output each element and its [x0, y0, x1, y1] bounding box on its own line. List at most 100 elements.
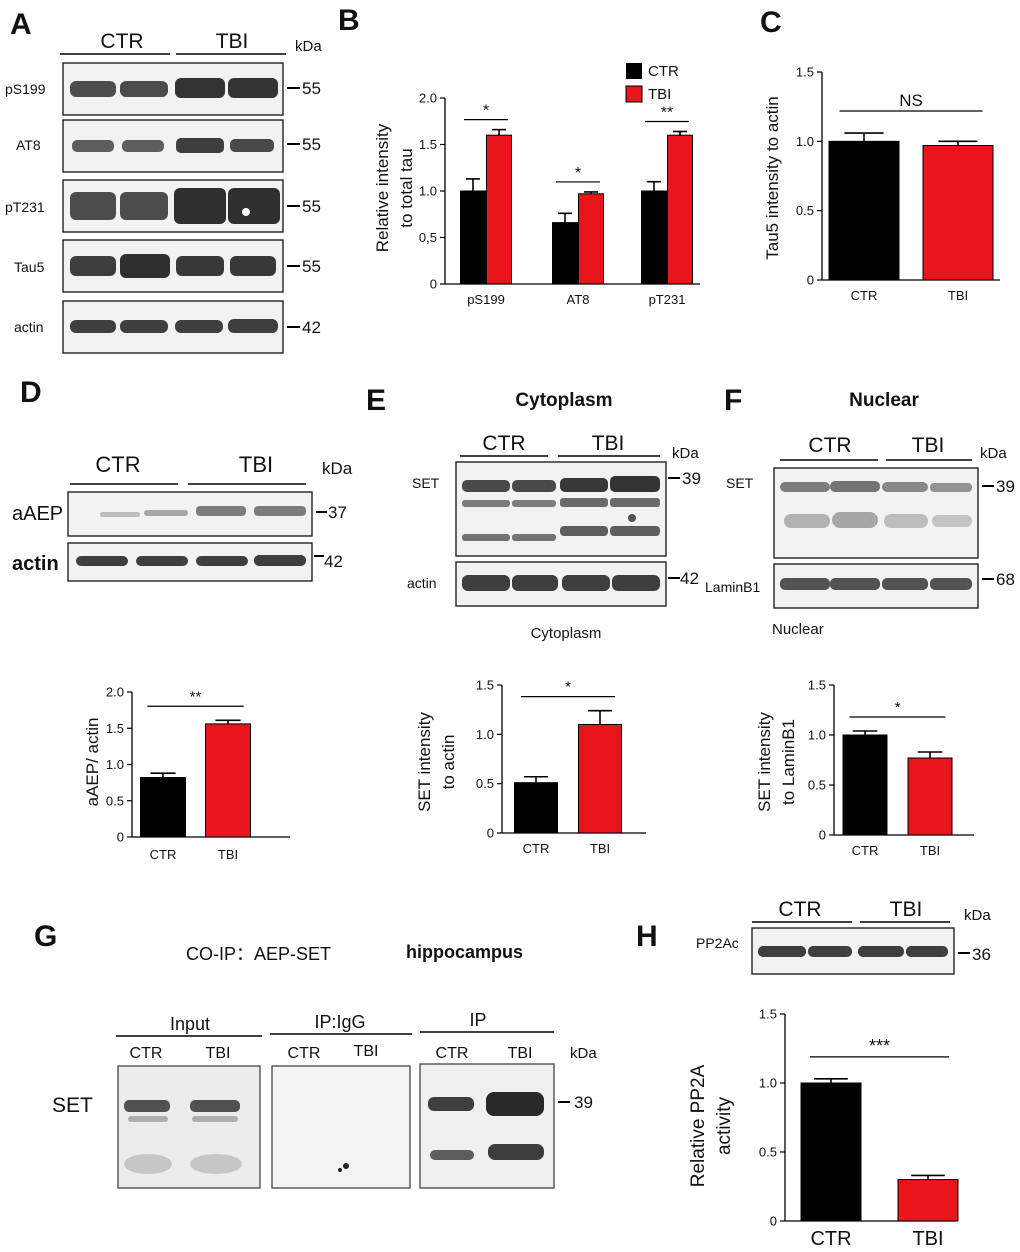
bar-ps199-ctr [460, 190, 486, 285]
panel-g: G CO-IP：AEP-SET hippocampus Input IP:IgG… [34, 920, 597, 1189]
band [488, 1144, 544, 1160]
lane-label-tbi: TBI [354, 1043, 379, 1060]
bar-at8-ctr [552, 222, 578, 285]
y-tick-label: 2.0 [106, 685, 124, 700]
band [830, 481, 880, 492]
y-tick-label: 0 [770, 1214, 777, 1229]
group-label-tbi: TBI [592, 432, 625, 455]
bar-at8-tbi [578, 193, 604, 285]
band [196, 506, 246, 516]
band [832, 512, 878, 528]
y-tick-label: 0 [117, 830, 124, 845]
y-tick-label: 0 [807, 273, 814, 288]
y-tick-label: 1.0 [808, 728, 826, 743]
band [192, 1116, 238, 1122]
panel-title: Cytoplasm [515, 390, 612, 411]
band [512, 480, 556, 492]
y-tick-label: 0.5 [796, 203, 814, 218]
row-label-actin: actin [12, 553, 59, 575]
bar-ps199-tbi [486, 134, 512, 285]
x-tick-label: TBI [590, 841, 610, 856]
significance-marker: * [895, 699, 901, 716]
row-label-laminb1: LaminB1 [705, 579, 760, 595]
band [462, 575, 510, 591]
mw-label: 42 [680, 569, 699, 588]
panel-d: D CTR TBI kDa aAEP 37 actin 42 aAEP/ act… [12, 376, 353, 862]
band [120, 192, 168, 220]
band [562, 575, 610, 591]
coip-title: CO-IP：AEP-SET [186, 944, 331, 964]
band [462, 500, 510, 507]
significance-marker: *** [869, 1036, 890, 1056]
band [932, 515, 972, 527]
y-axis-label-line1: SET intensity [755, 712, 774, 812]
chart-c: 0 0.5 1.0 1.5 CTR TBI NS [796, 65, 1000, 303]
band [72, 140, 114, 152]
significance-marker: * [575, 165, 581, 182]
band [486, 1092, 544, 1116]
blot-artifact [628, 514, 636, 522]
section-label-input: Input [170, 1014, 210, 1034]
band [70, 192, 116, 220]
band [120, 254, 170, 278]
bar-tbi [897, 1179, 959, 1222]
x-tick-label: pS199 [467, 292, 505, 307]
band [780, 578, 830, 590]
y-axis-label-line2: activity [714, 1096, 735, 1155]
bar-ctr [514, 782, 558, 834]
row-label-pp2ac: PP2Ac [696, 935, 739, 951]
row-label-set: SET [726, 475, 754, 491]
band [176, 138, 224, 153]
x-tick-label: CTR [852, 843, 879, 858]
band [144, 510, 188, 516]
band [228, 319, 278, 333]
group-label-tbi: TBI [239, 452, 273, 477]
group-label-ctr: CTR [778, 898, 821, 921]
y-axis-label-line2: to LaminB1 [779, 719, 798, 805]
mw-label: 39 [574, 1093, 593, 1112]
row-label-actin: actin [407, 575, 437, 591]
x-tick-label: CTR [851, 288, 878, 303]
band [122, 140, 164, 152]
kda-label: kDa [672, 445, 699, 462]
band [808, 946, 852, 957]
mw-label: 39 [996, 477, 1015, 496]
y-tick-label: 1.5 [106, 721, 124, 736]
band [175, 320, 223, 333]
row-label-tau5: Tau5 [14, 259, 45, 275]
bar-ctr [842, 734, 888, 836]
tissue-label: hippocampus [406, 942, 523, 962]
band [560, 478, 608, 492]
significance-marker: NS [899, 91, 923, 110]
band [784, 514, 830, 528]
significance-marker: * [565, 679, 571, 696]
bar-tbi [922, 144, 994, 281]
band [512, 534, 556, 541]
y-tick-label: 1.5 [808, 678, 826, 693]
band [76, 556, 128, 566]
band [930, 483, 972, 492]
band [230, 256, 276, 276]
band [512, 575, 558, 591]
band [124, 1154, 172, 1174]
panel-label-a: A [10, 8, 32, 41]
significance-marker: ** [661, 104, 673, 121]
mw-label: 37 [328, 503, 347, 522]
chart-d: 0 0.5 1.0 1.5 2.0 CTR TBI ** [106, 685, 290, 862]
mw-label: 68 [996, 570, 1015, 589]
panel-b: B CTR TBI Relative intensity to total ta… [338, 4, 700, 307]
row-label-at8: AT8 [16, 137, 41, 153]
y-tick-label: 1.5 [476, 678, 494, 693]
kda-label: kDa [322, 459, 353, 478]
mw-label: 36 [972, 945, 991, 964]
y-tick-label: 0 [819, 828, 826, 843]
band [190, 1154, 242, 1174]
row-label-ps199: pS199 [5, 81, 46, 97]
group-label-tbi: TBI [216, 30, 249, 53]
x-tick-label: TBI [912, 1228, 943, 1250]
band [780, 482, 830, 492]
legend-label-tbi: TBI [648, 86, 671, 103]
mw-label: 42 [324, 552, 343, 571]
lane-label-ctr: CTR [130, 1045, 163, 1062]
x-tick-label: AT8 [567, 292, 590, 307]
